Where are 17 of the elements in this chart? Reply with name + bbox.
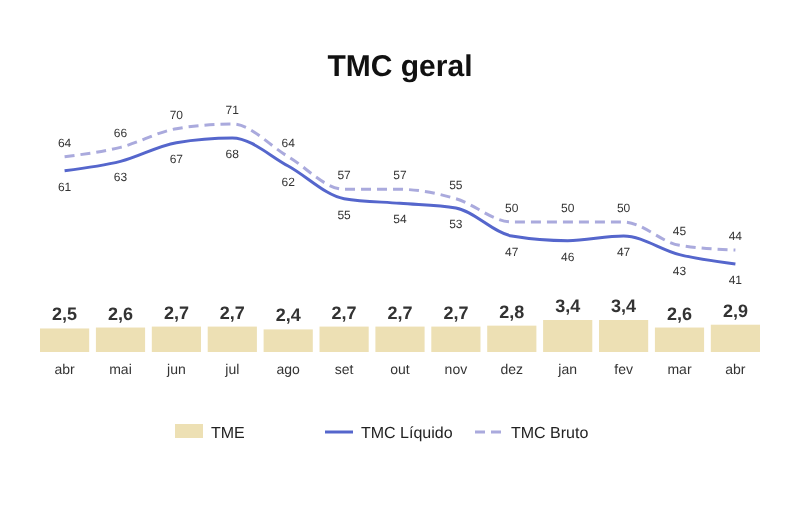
data-label: 2,9 (722, 300, 748, 321)
data-label: 2,7 (163, 302, 189, 323)
legend-label: TME (211, 424, 245, 442)
data-label: 2,6 (666, 303, 693, 324)
data-label: 3,4 (611, 296, 637, 316)
data-label: 2,4 (275, 305, 301, 326)
data-label: 2,7 (219, 302, 245, 323)
data-label: 2,6 (107, 303, 134, 324)
legend-label: TMC Bruto (511, 424, 590, 442)
data-label: 2,7 (443, 302, 469, 323)
data-label: 3,4 (555, 296, 581, 316)
data-label: 2,7 (331, 302, 357, 323)
chart-title: TMC geral (327, 50, 473, 84)
data-label: 2,7 (387, 302, 413, 323)
legend-label: TMC Líquido (361, 424, 454, 442)
data-label: 2,8 (499, 301, 525, 322)
data-label: 2,5 (52, 304, 78, 325)
